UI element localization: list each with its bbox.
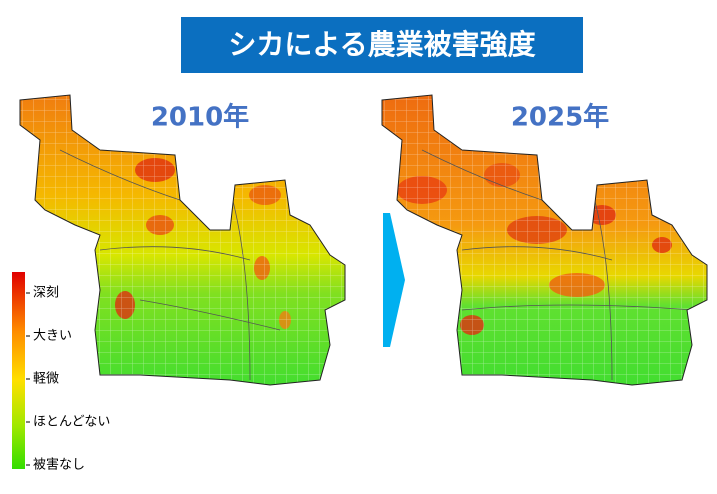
legend-label: 軽微: [33, 372, 59, 387]
legend-label: 大きい: [33, 329, 72, 344]
legend-bar: [12, 272, 25, 469]
title-box: [181, 17, 583, 73]
legend-label: 深刻: [33, 286, 59, 301]
legend-label: ほとんどない: [33, 415, 110, 430]
title: シカによる農業被害強度: [228, 28, 535, 61]
map-label: 2010年: [151, 102, 249, 133]
legend-label: 被害なし: [33, 457, 85, 473]
map-label: 2025年: [511, 102, 609, 133]
arrow: [383, 213, 405, 347]
map-2025: [381, 94, 708, 386]
map-2010: [19, 94, 346, 386]
